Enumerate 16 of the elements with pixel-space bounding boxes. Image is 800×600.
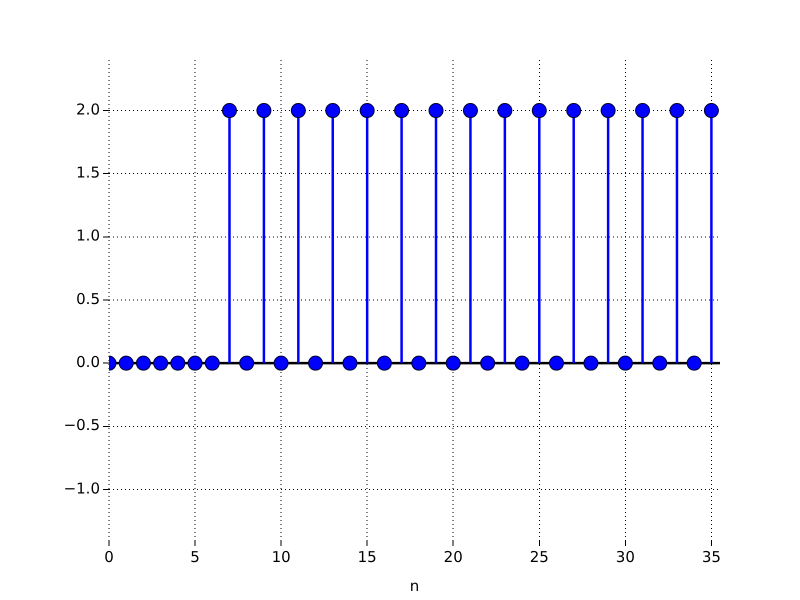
x-tick-label: 25	[530, 548, 549, 566]
y-tick-label: 2.0	[76, 100, 100, 118]
x-tick-label: 30	[616, 548, 635, 566]
y-tick-label: 1.5	[76, 164, 100, 182]
x-tick-label: 0	[104, 548, 114, 566]
y-tick-label: −0.5	[64, 416, 100, 434]
y-tick-label: 0.5	[76, 290, 100, 308]
y-tick-label: −1.0	[64, 479, 100, 498]
x-tick-label: 15	[358, 548, 377, 566]
x-tick-label: 10	[272, 548, 291, 566]
x-tick-label: 5	[190, 548, 200, 566]
x-axis-title: n	[410, 576, 420, 595]
x-tick-label: 35	[702, 548, 721, 566]
x-tick-label: 20	[444, 548, 463, 566]
y-tick-label: 0.0	[76, 353, 100, 372]
y-tick-label: 1.0	[76, 226, 100, 245]
